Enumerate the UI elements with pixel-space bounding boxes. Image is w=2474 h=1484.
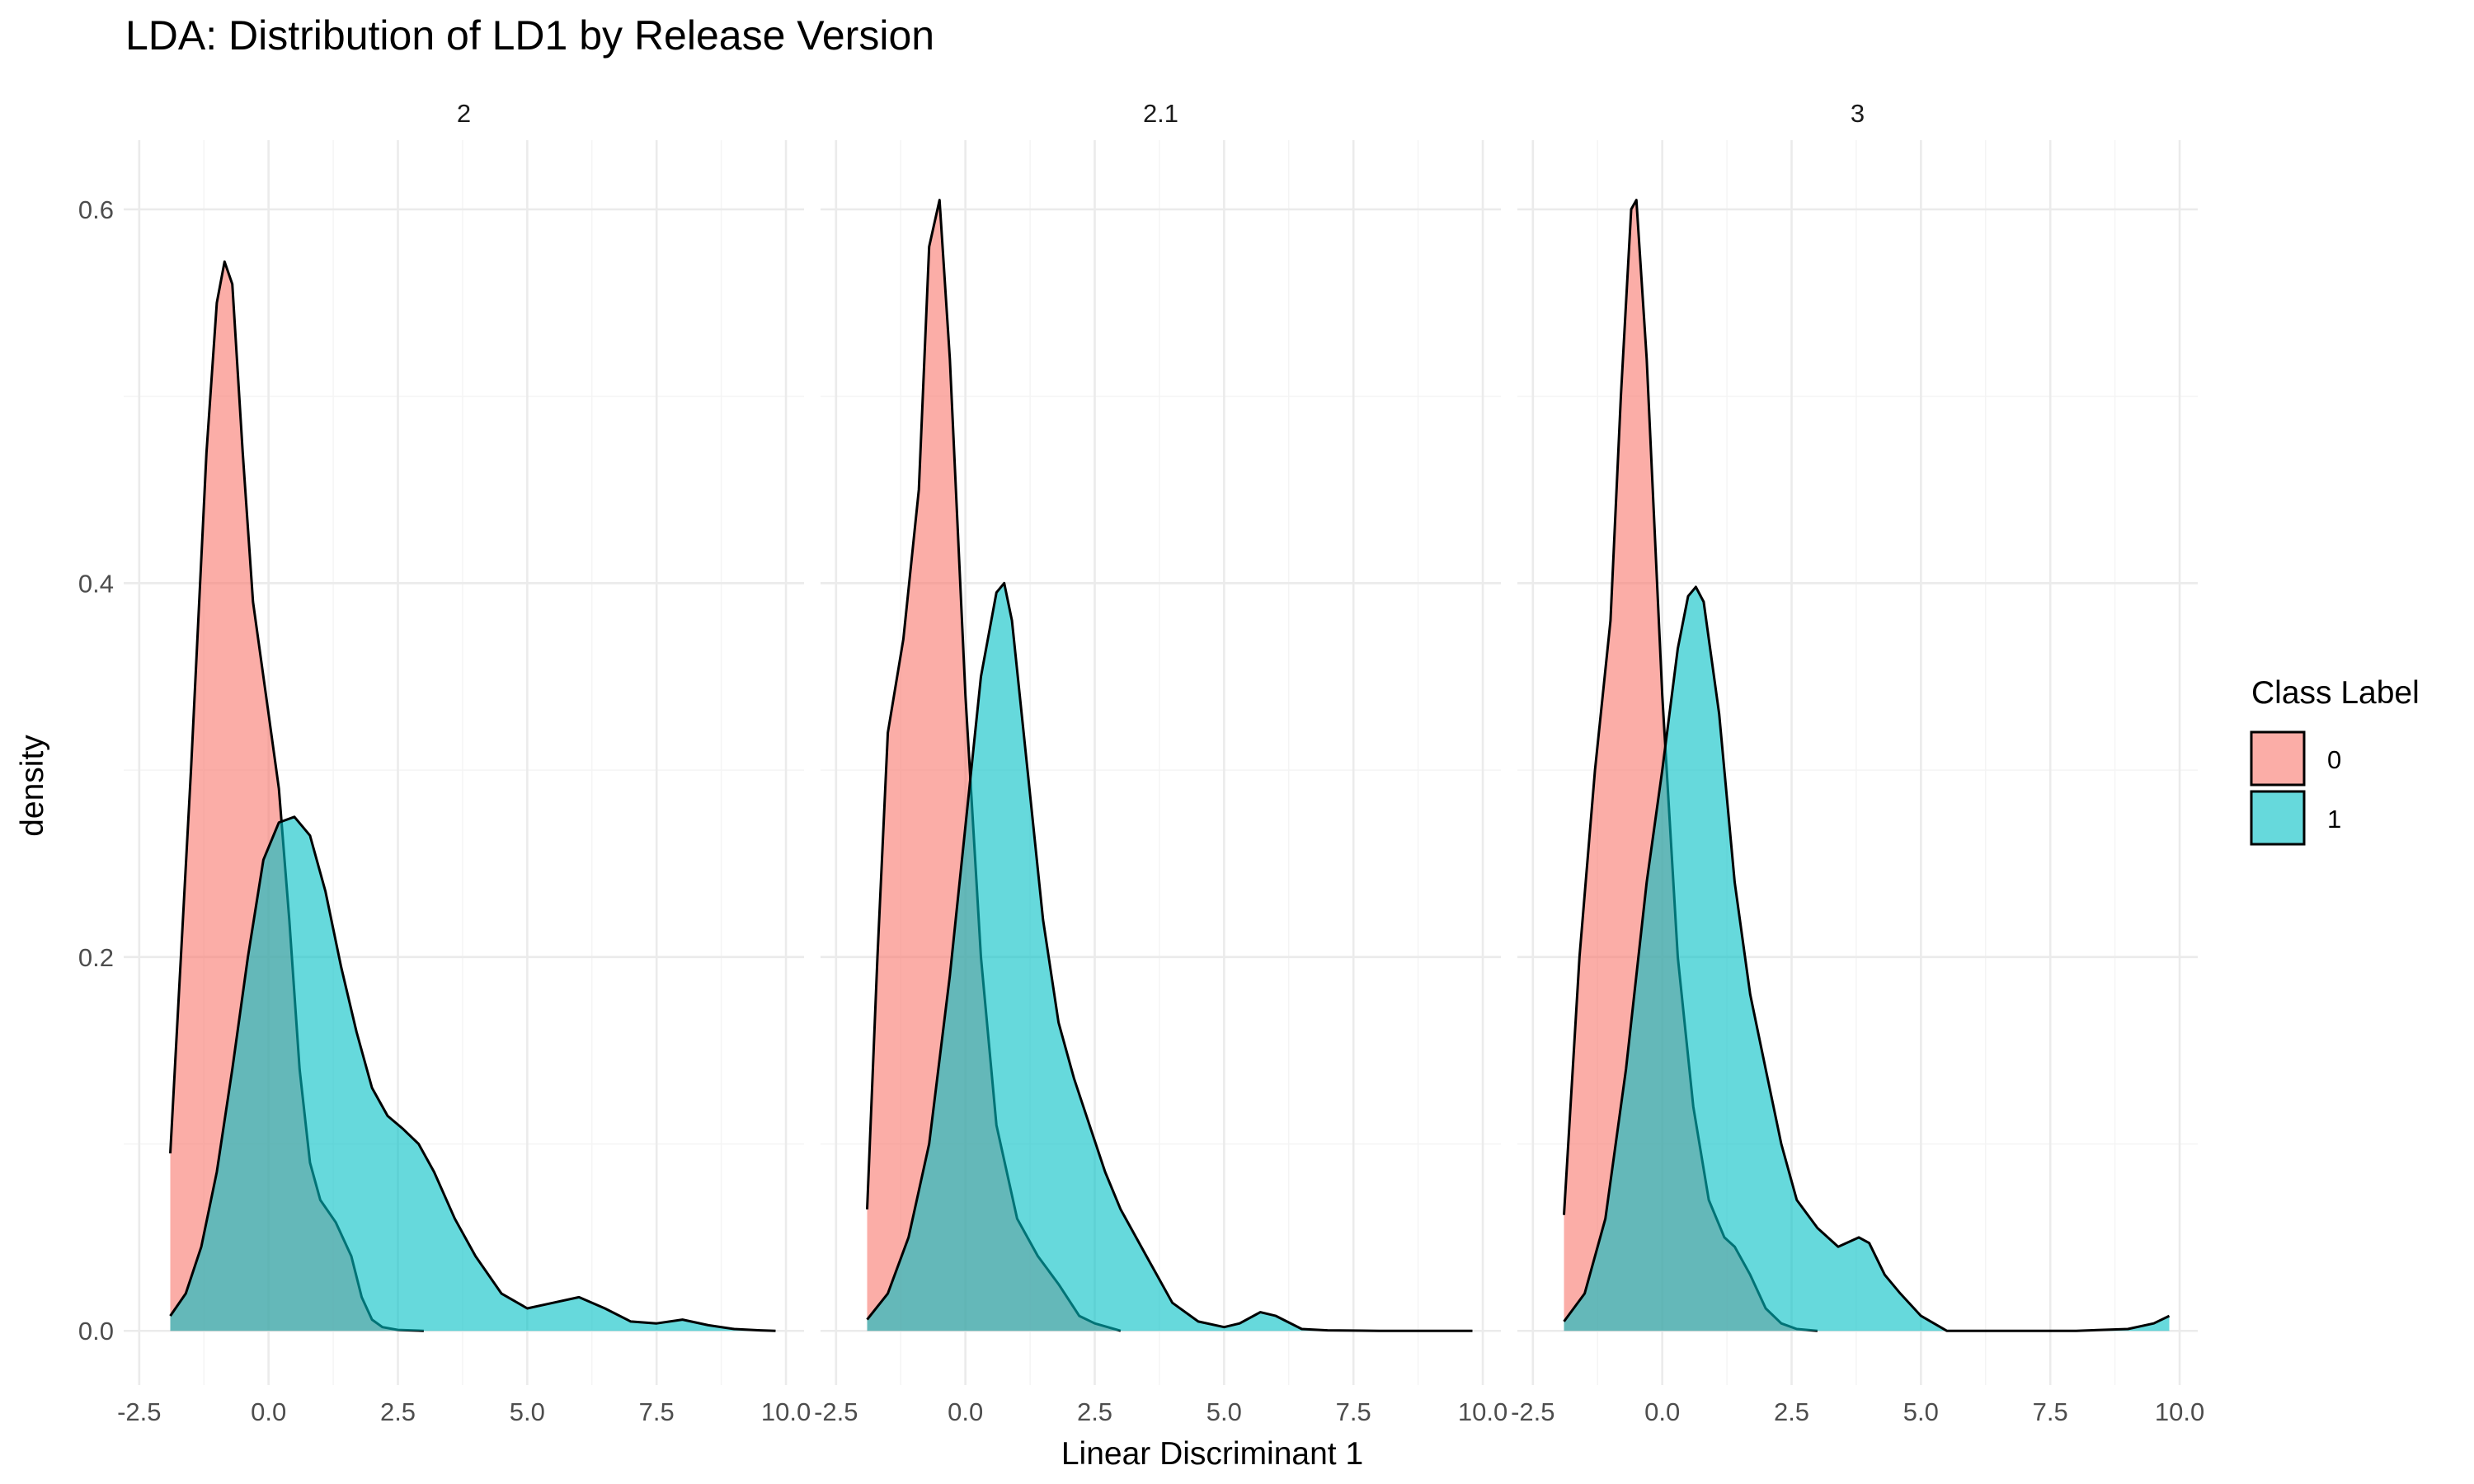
x-tick-label: 2.5: [380, 1397, 416, 1426]
legend-label-0: 0: [2327, 745, 2341, 774]
facet-panel-2: 2 -2.5 0.0 2.5 5.0 7.5 10.0 0.0 0.2 0.4 0.6: [78, 99, 811, 1426]
legend-label-1: 1: [2327, 805, 2341, 834]
legend-key-1: [2250, 790, 2306, 846]
x-tick-label: 0.0: [251, 1397, 286, 1426]
facet-panel-3: 3 -2.5 0.0 2.5 5.0 7.5 10.0: [1511, 99, 2204, 1426]
legend-key-0: [2250, 730, 2306, 787]
density-curve-class-1: [1563, 585, 2171, 1332]
x-tick-label: 7.5: [2033, 1397, 2068, 1426]
density-area-class-0: [867, 200, 1121, 1331]
density-area-class-1: [1564, 586, 2170, 1331]
legend-title: Class Label: [2251, 675, 2420, 711]
x-tick-label: 0.0: [1644, 1397, 1680, 1426]
x-tick-label: 10.0: [2155, 1397, 2204, 1426]
y-tick-label: 0.4: [78, 569, 114, 598]
x-tick-label: 5.0: [1206, 1397, 1242, 1426]
facet-panel-2.1: 2.1 -2.5 0.0 2.5 5.0 7.5 10.0: [814, 99, 1507, 1426]
density-area-class-1: [867, 583, 1473, 1331]
chart-title: LDA: Distribution of LD1 by Release Vers…: [125, 12, 934, 59]
y-tick-label: 0.2: [78, 943, 114, 972]
density-curve-class-1: [169, 815, 776, 1332]
facet-strip-label: 3: [1851, 99, 1865, 128]
x-tick-label: 2.5: [1774, 1397, 1809, 1426]
x-tick-label: 7.5: [1336, 1397, 1371, 1426]
density-curve-class-1: [866, 581, 1473, 1332]
y-tick-label: 0.6: [78, 195, 114, 224]
x-tick-label: -2.5: [1511, 1397, 1554, 1426]
y-axis-title: density: [15, 735, 50, 837]
facet-panels: 2 -2.5 0.0 2.5 5.0 7.5 10.0 0.0 0.2 0.4 0.6 2.1 -2.5…: [78, 99, 2204, 1426]
facet-strip-label: 2: [457, 99, 471, 128]
x-tick-label: 0.0: [948, 1397, 983, 1426]
x-tick-label: 10.0: [761, 1397, 811, 1426]
y-tick-label: 0.0: [78, 1317, 114, 1345]
facet-strip-label: 2.1: [1143, 99, 1178, 128]
x-tick-label: 2.5: [1077, 1397, 1112, 1426]
legend: Class Label 0 1: [2250, 675, 2420, 846]
x-tick-label: 5.0: [1903, 1397, 1939, 1426]
x-tick-label: -2.5: [117, 1397, 161, 1426]
x-tick-label: 7.5: [639, 1397, 675, 1426]
x-tick-label: 5.0: [510, 1397, 545, 1426]
x-tick-label: 10.0: [1458, 1397, 1507, 1426]
density-area-class-1: [170, 816, 776, 1331]
x-axis-title: Linear Discriminant 1: [1061, 1436, 1363, 1472]
x-tick-label: -2.5: [814, 1397, 858, 1426]
